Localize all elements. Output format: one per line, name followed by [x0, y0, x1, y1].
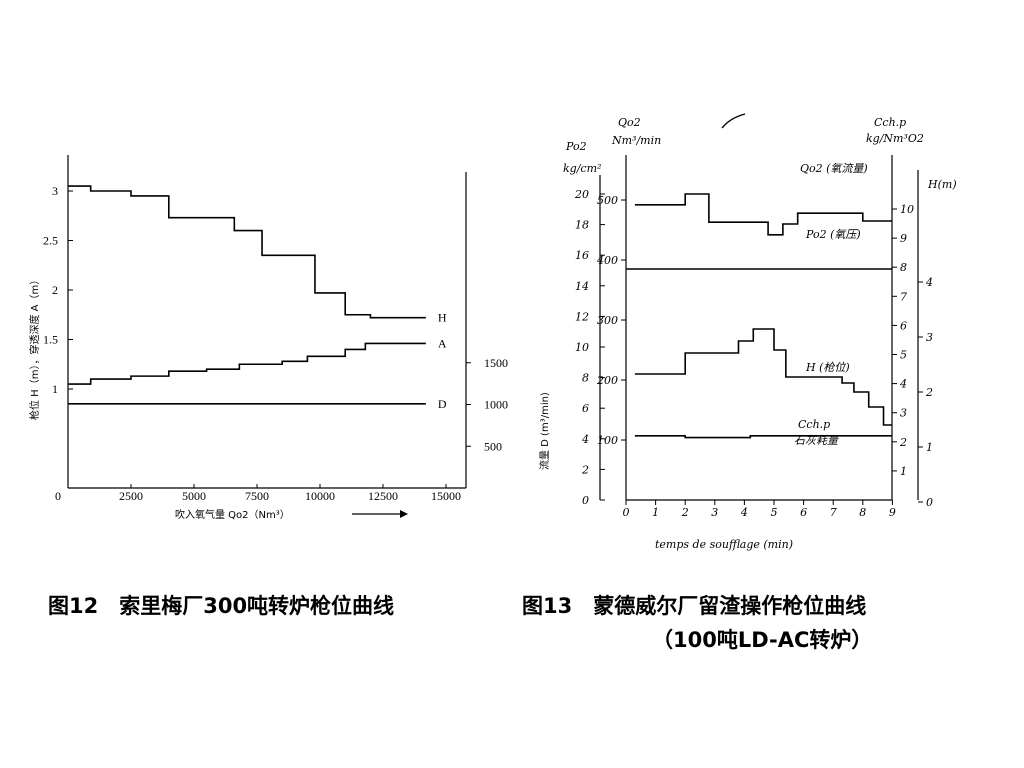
fig13-x-tick-label: 3: [711, 506, 718, 519]
fig13-po2-tick-label: 2: [581, 463, 589, 476]
caption-figure-12: 图12 索里梅厂300吨转炉枪位曲线: [48, 594, 395, 618]
fig13-series-2: [634, 328, 893, 426]
fig12-x-arrow-head: [400, 510, 408, 518]
fig12-series-label-d: D: [438, 397, 447, 411]
fig13-cch-tick-label: 1: [900, 465, 907, 478]
fig12-x-tick-label: 7500: [245, 489, 269, 503]
fig13-cch-tick-label: 10: [900, 203, 914, 216]
fig12-series-label-a: A: [438, 336, 447, 350]
fig12-y-left-tick-label: 3: [52, 184, 58, 198]
fig13-po2-axis-title: Po2: [565, 140, 587, 153]
fig13-cch-tick-label: 9: [900, 232, 907, 245]
fig13-label-h: H (枪位): [805, 361, 850, 374]
fig12-y-left-tick-label: 1.5: [43, 333, 58, 347]
fig12-x-tick-label: 15000: [431, 489, 461, 503]
fig13-x-tick-label: 5: [771, 506, 778, 519]
fig13-x-tick-label: 4: [740, 506, 748, 519]
fig13-cch-tick-label: 4: [899, 378, 907, 391]
fig12-series-a: [68, 342, 426, 385]
fig13-cch-tick-label: 6: [900, 319, 907, 332]
fig13-x-tick-label: 9: [889, 506, 896, 519]
figure-12-chart: 0 2500 5000 7500 10000 12500 15000 1 1.5 2 2.5 3 500…: [28, 155, 508, 521]
fig13-cch-tick-label: 8: [900, 261, 907, 274]
fig13-po2-tick-label: 14: [575, 280, 589, 293]
fig13-h-tick-label: 0: [926, 496, 933, 509]
fig12-x-tick-label: 10000: [305, 489, 335, 503]
fig13-h-tick-label: 3: [926, 331, 933, 344]
fig13-po2-tick-label: 4: [581, 433, 589, 446]
fig13-x-tick-label: 7: [830, 506, 837, 519]
fig13-h-tick-label: 1: [926, 441, 933, 454]
fig12-series-h: [68, 185, 426, 319]
fig13-cch-tick-label: 3: [900, 407, 907, 420]
fig12-x-tick-label: 12500: [368, 489, 398, 503]
fig13-cch-tick-label: 5: [900, 349, 907, 362]
fig12-y-left-tick-label: 2: [52, 283, 58, 297]
fig12-y-left-tick-label: 2.5: [43, 234, 58, 248]
fig13-label-cch-2: 石灰耗量: [794, 434, 839, 447]
fig13-label-cch: Cch.p: [798, 418, 830, 431]
fig13-label-po2: Po2 (氧压): [805, 228, 861, 241]
fig12-x-axis-title: 吹入氧气量 Qo2（Nm³）: [175, 508, 290, 521]
fig12-y-left-tick-label: 1: [52, 382, 58, 396]
fig13-x-tick-label: 6: [800, 506, 807, 519]
fig13-flow-tick-label: 400: [596, 254, 618, 267]
fig12-y-right-tick-label: 1000: [484, 398, 508, 412]
fig12-y-axis-title: 枪位 H（m），穿透深度 A（m）: [28, 275, 41, 420]
fig13-series-0: [634, 193, 893, 236]
fig13-po2-tick-label: 12: [575, 310, 589, 323]
fig13-x-tick-label: 8: [859, 506, 866, 519]
fig13-h-tick-label: 2: [925, 386, 933, 399]
fig13-flow-axis-title: 流量 D (m³/min): [538, 392, 551, 470]
fig13-label-qo2: Qo2 (氧流量): [800, 162, 868, 175]
fig13-qo2-unit: Nm³/min: [611, 134, 661, 147]
fig12-x-tick-label: 2500: [119, 489, 143, 503]
fig13-po2-tick-label: 18: [575, 219, 589, 232]
fig13-cch-tick-label: 2: [899, 436, 907, 449]
fig13-series-3: [634, 435, 893, 439]
fig12-x-tick-label: 0: [55, 489, 61, 503]
fig13-x-tick-label: 0: [623, 506, 630, 519]
fig13-flow-tick-label: 200: [596, 374, 618, 387]
fig13-po2-unit: kg/cm²: [563, 162, 601, 175]
fig13-po2-tick-label: 20: [574, 188, 589, 201]
fig13-po2-tick-label: 8: [582, 372, 589, 385]
fig13-cch-tick-label: 7: [900, 290, 907, 303]
fig13-po2-tick-label: 6: [582, 402, 589, 415]
fig12-series-label-h: H: [438, 311, 447, 325]
fig13-x-tick-label: 1: [652, 506, 659, 519]
fig13-po2-tick-label: 0: [582, 494, 589, 507]
fig13-flow-tick-label: 100: [597, 434, 618, 447]
fig13-flow-tick-label: 300: [597, 314, 618, 327]
fig13-qo2-axis-title: Qo2: [618, 116, 641, 129]
fig13-po2-tick-label: 16: [575, 249, 589, 262]
fig12-y-right-tick-label: 1500: [484, 356, 508, 370]
caption-figure-13-subtitle: （100吨LD-AC转炉）: [652, 628, 873, 652]
fig13-x-axis-title: temps de soufflage (min): [655, 538, 793, 551]
fig12-x-tick-label: 5000: [182, 489, 206, 503]
fig12-y-right-tick-label: 500: [484, 439, 502, 453]
fig13-h-axis-title: H(m): [927, 178, 957, 191]
fig13-po2-tick-label: 10: [575, 341, 589, 354]
fig13-cch-axis-title: Cch.p: [874, 116, 906, 129]
fig13-h-tick-label: 4: [925, 276, 933, 289]
figure-13-chart: 0 1 2 3 4 5 6 7 8 9024681012141618201002003004005…: [538, 113, 957, 551]
fig13-cch-unit: kg/Nm³O2: [866, 132, 924, 145]
fig13-flow-tick-label: 500: [597, 194, 618, 207]
fig13-pen-mark: [721, 113, 746, 129]
caption-figure-13: 图13 蒙德威尔厂留渣操作枪位曲线: [522, 594, 867, 618]
fig13-x-tick-label: 2: [681, 506, 689, 519]
